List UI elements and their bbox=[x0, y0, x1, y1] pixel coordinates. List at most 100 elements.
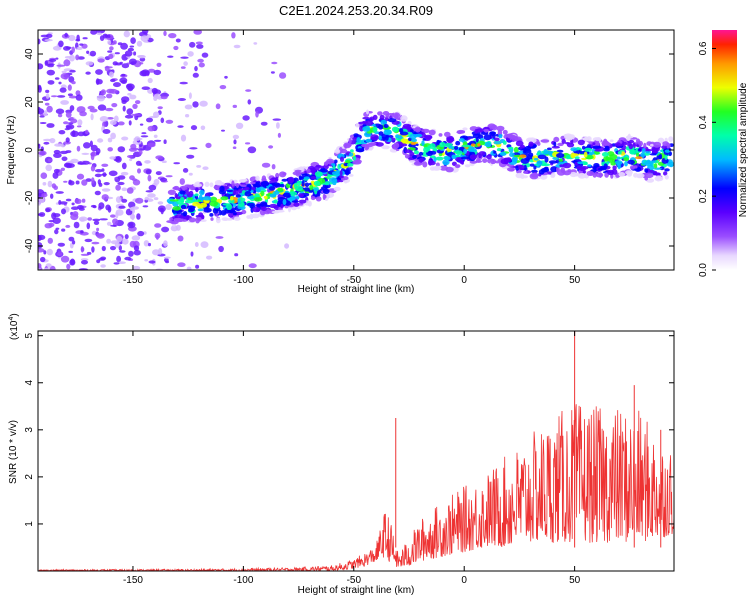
heatmap-cell bbox=[329, 167, 333, 171]
heatmap-cell bbox=[190, 206, 195, 212]
heatmap-cell bbox=[254, 181, 262, 188]
heatmap-cell bbox=[632, 165, 638, 169]
heatmap-cell bbox=[276, 122, 280, 129]
heatmap-cell bbox=[626, 170, 633, 177]
heatmap-cell bbox=[173, 217, 183, 222]
heatmap-cell bbox=[101, 194, 109, 201]
heatmap-cell bbox=[372, 126, 378, 133]
heatmap-cell bbox=[38, 143, 41, 149]
heatmap-cell bbox=[59, 87, 67, 93]
heatmap-cell bbox=[466, 150, 470, 156]
heatmap-cell bbox=[410, 141, 417, 145]
heatmap-cell bbox=[173, 45, 179, 51]
heatmap-cell bbox=[155, 155, 164, 160]
heatmap-cell bbox=[98, 257, 106, 261]
heatmap-cell bbox=[65, 198, 72, 202]
heatmap-cell bbox=[432, 166, 441, 171]
heatmap-cell bbox=[402, 123, 411, 129]
heatmap-cell bbox=[95, 169, 103, 173]
snr-multiplier: (x104) bbox=[8, 313, 20, 340]
heatmap-cell bbox=[96, 233, 105, 239]
heatmap-cell bbox=[38, 202, 41, 206]
heatmap-cell bbox=[147, 193, 156, 198]
heatmap-cell bbox=[303, 176, 310, 180]
heatmap-cell bbox=[60, 72, 70, 80]
heatmap-cell bbox=[579, 166, 589, 170]
heatmap-cell bbox=[113, 82, 121, 88]
y-tick-label: 1 bbox=[24, 521, 35, 527]
heatmap-cell bbox=[484, 141, 492, 148]
heatmap-cell bbox=[58, 130, 66, 135]
heatmap-cell bbox=[528, 141, 534, 147]
colorbar-tick-label: 0.2 bbox=[698, 189, 709, 203]
heatmap-cell bbox=[410, 129, 414, 133]
heatmap-cell bbox=[131, 235, 141, 241]
heatmap-cell bbox=[421, 140, 425, 146]
heatmap-cell bbox=[100, 89, 106, 96]
heatmap-cell bbox=[89, 108, 98, 113]
spectrogram-y-label: Frequency (Hz) bbox=[6, 116, 17, 185]
heatmap-cell bbox=[498, 134, 503, 139]
heatmap-cell bbox=[270, 71, 275, 74]
heatmap-cell bbox=[157, 106, 163, 110]
heatmap-cell bbox=[487, 123, 496, 130]
heatmap-cell bbox=[102, 172, 107, 178]
heatmap-cell bbox=[40, 172, 48, 179]
heatmap-cell bbox=[293, 202, 300, 207]
heatmap-cell bbox=[644, 168, 649, 173]
heatmap-cell bbox=[126, 108, 134, 115]
heatmap-cell bbox=[271, 182, 281, 187]
heatmap-cell bbox=[569, 171, 578, 178]
heatmap-cell bbox=[611, 158, 616, 163]
heatmap-cell bbox=[75, 54, 80, 61]
heatmap-cell bbox=[240, 184, 248, 187]
heatmap-cell bbox=[98, 202, 105, 210]
heatmap-cell bbox=[385, 114, 390, 118]
heatmap-cell bbox=[499, 151, 507, 156]
heatmap-cell bbox=[409, 160, 416, 163]
heatmap-cell bbox=[107, 137, 113, 143]
heatmap-cell bbox=[199, 194, 203, 199]
heatmap-cell bbox=[636, 152, 640, 157]
spectrogram-x-label: Height of straight line (km) bbox=[298, 284, 415, 295]
heatmap-cell bbox=[530, 172, 539, 178]
heatmap-cell bbox=[246, 202, 255, 207]
heatmap-cell bbox=[200, 241, 209, 249]
heatmap-cell bbox=[90, 204, 97, 208]
heatmap-cell bbox=[194, 193, 199, 197]
heatmap-cell bbox=[347, 163, 354, 167]
heatmap-cell bbox=[101, 168, 105, 172]
heatmap-cell bbox=[121, 162, 127, 170]
y-tick-label: 3 bbox=[24, 427, 35, 433]
heatmap-cell bbox=[65, 111, 72, 118]
heatmap-cell bbox=[179, 196, 185, 203]
heatmap-cell bbox=[537, 154, 547, 160]
heatmap-cell bbox=[215, 214, 219, 217]
heatmap-cell bbox=[71, 202, 75, 206]
heatmap-cell bbox=[95, 69, 103, 75]
heatmap-cell bbox=[138, 150, 143, 155]
heatmap-cell bbox=[309, 184, 314, 191]
heatmap-cell bbox=[584, 147, 592, 152]
heatmap-cell bbox=[98, 182, 103, 187]
heatmap-cell bbox=[296, 195, 300, 200]
heatmap-cell bbox=[365, 145, 370, 150]
heatmap-cell bbox=[291, 200, 299, 203]
heatmap-cell bbox=[180, 204, 187, 210]
heatmap-cell bbox=[147, 77, 153, 84]
colorbar-gradient bbox=[712, 30, 737, 270]
heatmap-cell bbox=[72, 240, 76, 245]
figure-title: C2E1.2024.253.20.34.R09 bbox=[279, 3, 433, 18]
heatmap-cell bbox=[68, 95, 77, 99]
heatmap-cell bbox=[91, 241, 100, 245]
heatmap-cell bbox=[113, 262, 120, 265]
heatmap-cell bbox=[144, 259, 149, 262]
heatmap-cell bbox=[643, 142, 647, 149]
heatmap-cell bbox=[52, 172, 59, 179]
heatmap-cell bbox=[97, 104, 107, 111]
heatmap-cell bbox=[70, 258, 75, 265]
heatmap-cell bbox=[256, 203, 261, 208]
heatmap-cell bbox=[451, 154, 457, 160]
heatmap-cell bbox=[656, 155, 662, 160]
heatmap-cell bbox=[233, 212, 237, 215]
